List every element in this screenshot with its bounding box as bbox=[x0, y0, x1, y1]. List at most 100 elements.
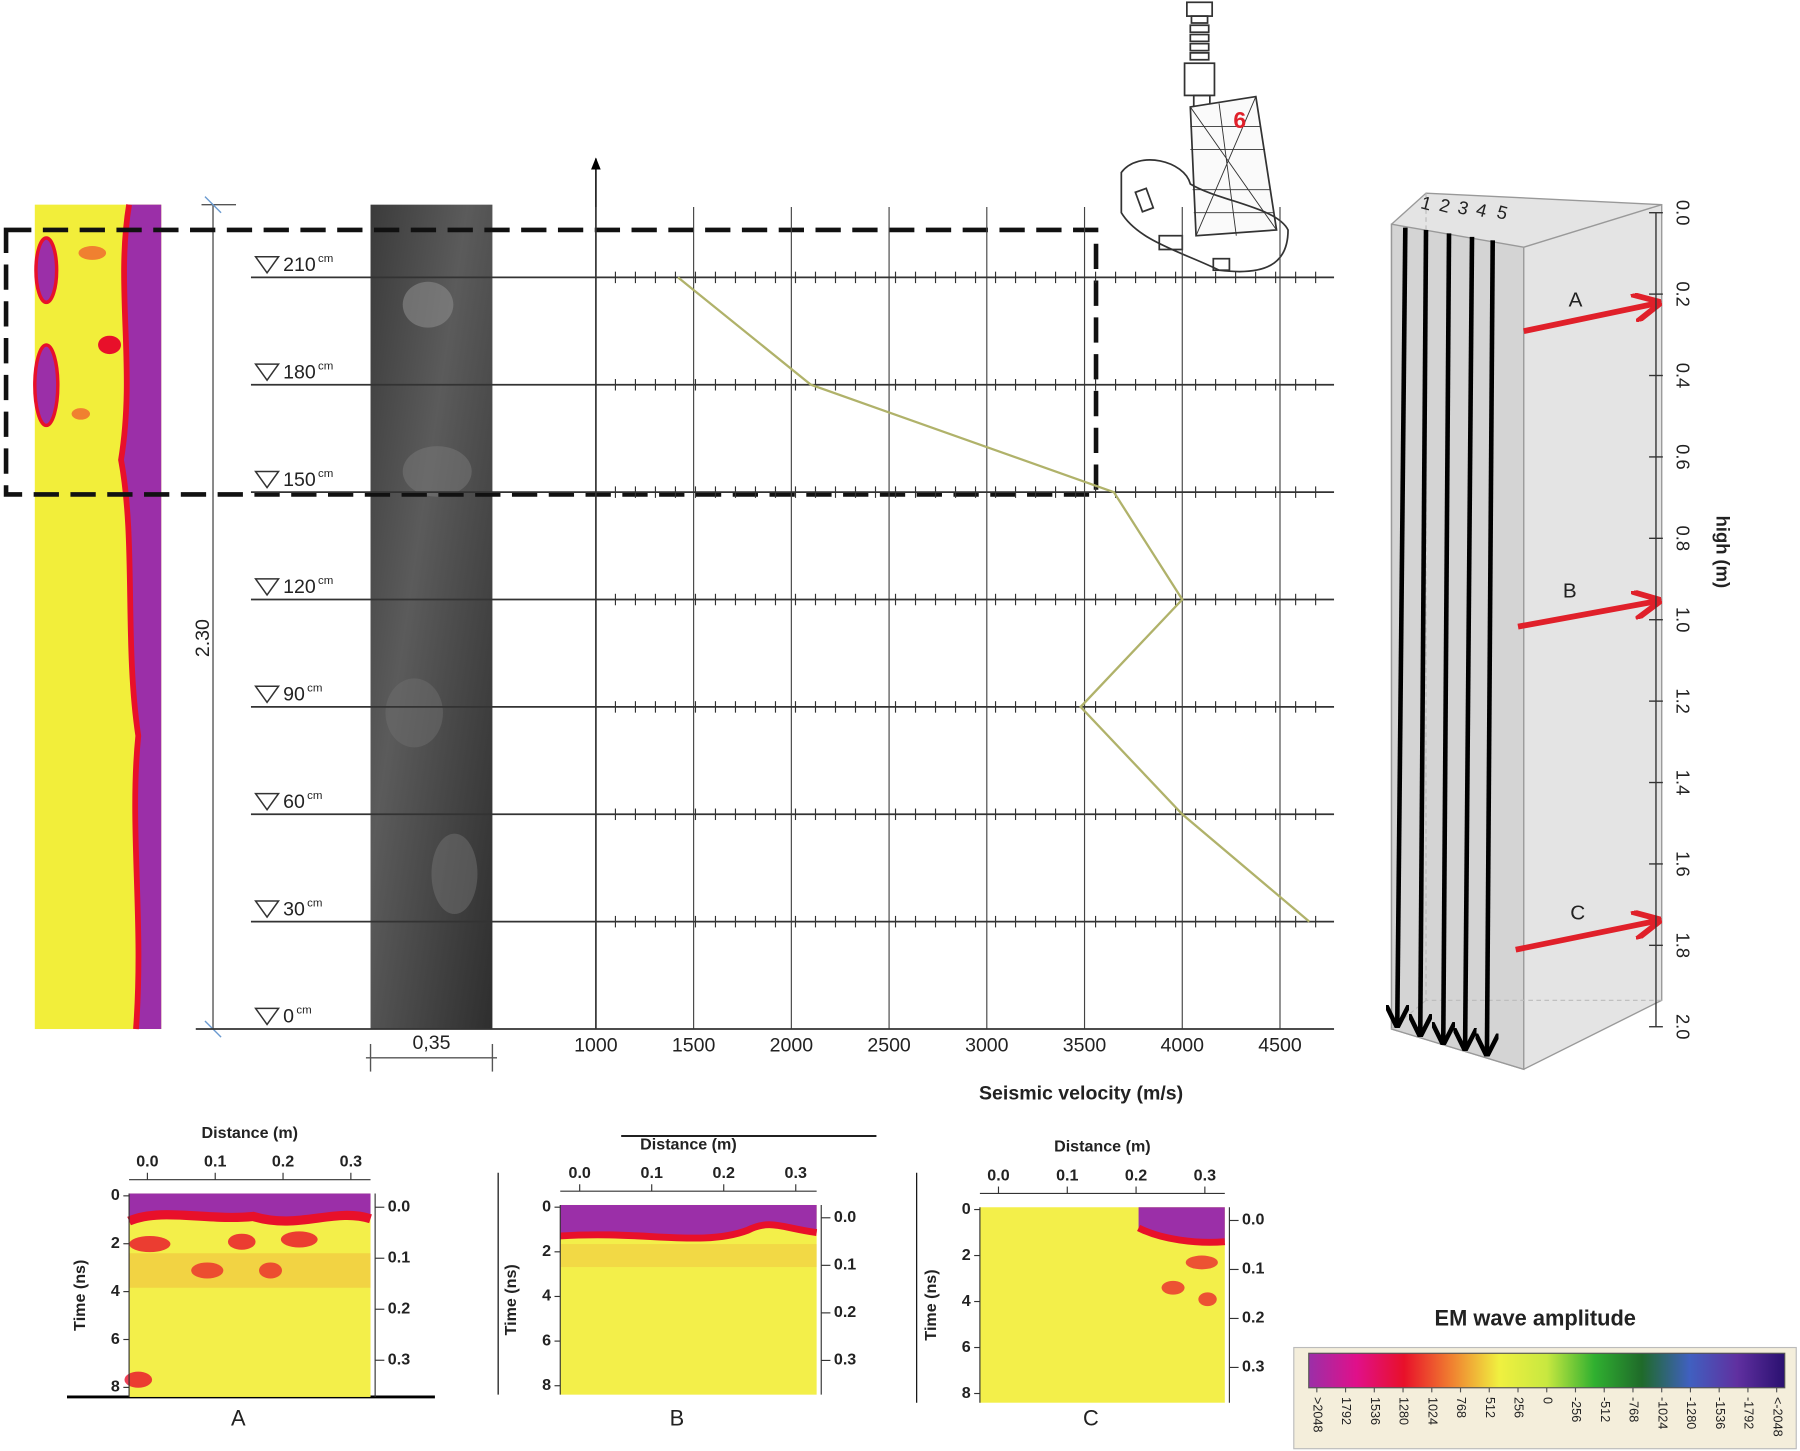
box-tick-label: 0.0 bbox=[1672, 200, 1693, 226]
y-tick-label: 2 bbox=[962, 1246, 971, 1264]
y-tick-label: 2 bbox=[542, 1242, 551, 1260]
box-tick-label: 1.0 bbox=[1672, 607, 1693, 633]
velocity-line bbox=[677, 276, 1311, 923]
y-unit: cm bbox=[307, 897, 322, 909]
x-tick-label: 0.3 bbox=[785, 1164, 807, 1182]
colorbar-label: 1024 bbox=[1425, 1397, 1439, 1425]
gpr-strip bbox=[33, 204, 162, 1030]
y-tick-label: 2 bbox=[111, 1234, 120, 1252]
x-axis-label: Distance (m) bbox=[202, 1124, 299, 1142]
box-tick-label: 0.2 bbox=[1672, 281, 1693, 307]
y2-tick-label: 0.3 bbox=[388, 1350, 410, 1368]
y-unit: cm bbox=[318, 575, 333, 587]
y-tick-label: 4 bbox=[111, 1282, 120, 1300]
depth-marker bbox=[254, 255, 281, 275]
depth-marker bbox=[254, 1007, 281, 1026]
y-tick-label: 210 bbox=[283, 254, 316, 276]
box-tick-label: 1.8 bbox=[1672, 933, 1693, 959]
y-tick-label: 6 bbox=[111, 1330, 120, 1348]
y-tick-label: 6 bbox=[542, 1331, 551, 1349]
x-tick-label: 1500 bbox=[672, 1034, 716, 1056]
x-tick-label: 0.3 bbox=[340, 1153, 362, 1171]
y-tick-label: 4 bbox=[962, 1292, 971, 1310]
structure-sketch bbox=[1120, 1, 1289, 273]
depth-marker bbox=[254, 578, 281, 597]
colorbar-label: -768 bbox=[1627, 1397, 1641, 1422]
y2-tick-label: 0.1 bbox=[1242, 1260, 1264, 1278]
colorbar-label: 1280 bbox=[1397, 1397, 1411, 1425]
y-tick-label: 0 bbox=[962, 1200, 971, 1218]
y-axis-label: Time (ns) bbox=[71, 1260, 89, 1331]
x-tick-label: 0.2 bbox=[713, 1164, 735, 1182]
box-3d bbox=[1390, 192, 1663, 1071]
radargram bbox=[979, 1207, 1226, 1403]
depth-marker bbox=[254, 900, 281, 919]
colorbar bbox=[1308, 1352, 1786, 1389]
y-tick-label: 120 bbox=[283, 576, 316, 598]
box-tick-label: 1.6 bbox=[1672, 851, 1693, 877]
panel-caption: B bbox=[670, 1406, 685, 1431]
y2-tick-label: 0.0 bbox=[834, 1208, 856, 1226]
y2-tick-label: 0.2 bbox=[388, 1299, 410, 1317]
colorbar-label: -1024 bbox=[1655, 1397, 1669, 1429]
x-tick-label: 0.3 bbox=[1194, 1166, 1216, 1184]
colorbar-label: -256 bbox=[1569, 1397, 1583, 1422]
x-tick-label: 0.0 bbox=[987, 1166, 1009, 1184]
y-tick-label: 6 bbox=[962, 1338, 971, 1356]
y-tick-label: 60 bbox=[283, 791, 305, 813]
box-tick-label: 1.4 bbox=[1672, 770, 1693, 796]
x-tick-label: 0.2 bbox=[1125, 1166, 1147, 1184]
colorbar-label: 0 bbox=[1540, 1397, 1554, 1404]
y-tick-label: 4 bbox=[542, 1287, 551, 1305]
colorbar-label: 1792 bbox=[1339, 1397, 1353, 1425]
x-axis-label: Distance (m) bbox=[640, 1135, 737, 1153]
colorbar-label: 256 bbox=[1512, 1397, 1526, 1418]
radargram bbox=[560, 1204, 818, 1395]
box-axis-label: high (m) bbox=[1713, 516, 1734, 588]
highlight-box bbox=[3, 227, 1099, 497]
y2-tick-label: 0.3 bbox=[834, 1351, 856, 1369]
y-tick-label: 0 bbox=[283, 1006, 294, 1028]
y-tick-label: 8 bbox=[962, 1384, 971, 1402]
y2-tick-label: 0.2 bbox=[834, 1303, 856, 1321]
x-tick-label: 4500 bbox=[1258, 1034, 1302, 1056]
colorbar-label: -512 bbox=[1598, 1397, 1612, 1422]
y2-tick-label: 0.2 bbox=[1242, 1309, 1264, 1327]
colorbar-label: 512 bbox=[1483, 1397, 1497, 1418]
y2-tick-label: 0.3 bbox=[1242, 1358, 1264, 1376]
arrow-label: C bbox=[1570, 902, 1585, 925]
scan-lines bbox=[1397, 227, 1492, 1052]
arrow-label: B bbox=[1563, 580, 1577, 603]
y-tick-label: 180 bbox=[283, 361, 316, 383]
y2-tick-label: 0.0 bbox=[1242, 1211, 1264, 1229]
column-photo bbox=[370, 204, 493, 1030]
y-tick-label: 8 bbox=[542, 1376, 551, 1394]
arrow-label: A bbox=[1569, 289, 1583, 312]
colorbar-label: -1792 bbox=[1742, 1397, 1756, 1429]
red-arrows bbox=[1515, 304, 1656, 953]
y-tick-label: 90 bbox=[283, 684, 305, 706]
y-tick-label: 0 bbox=[111, 1186, 120, 1204]
width-dimension: 0,35 bbox=[412, 1032, 450, 1054]
depth-marker bbox=[254, 792, 281, 811]
x-tick-label: 0.2 bbox=[272, 1153, 294, 1171]
box-tick-label: 0.8 bbox=[1672, 526, 1693, 552]
box-tick-label: 1.2 bbox=[1672, 688, 1693, 714]
colorbar-label: -1280 bbox=[1684, 1397, 1698, 1429]
colorbar-label: <-2048 bbox=[1770, 1397, 1784, 1437]
radargram bbox=[124, 1193, 372, 1397]
x-tick-label: 3500 bbox=[1063, 1034, 1107, 1056]
colorbar-label: 768 bbox=[1454, 1397, 1468, 1418]
height-dimension: 2.30 bbox=[192, 619, 214, 657]
colorbar-label: -1536 bbox=[1713, 1397, 1727, 1429]
depth-marker bbox=[254, 685, 281, 704]
y2-tick-label: 0.1 bbox=[388, 1248, 410, 1266]
panel-caption: A bbox=[231, 1406, 246, 1431]
x-tick-label: 0.0 bbox=[569, 1164, 591, 1182]
colorbar-title: EM wave amplitude bbox=[1435, 1306, 1636, 1331]
y-tick-label: 150 bbox=[283, 469, 316, 491]
y-unit: cm bbox=[318, 360, 333, 372]
x-tick-label: 2000 bbox=[770, 1034, 814, 1056]
colorbar-label: >2048 bbox=[1310, 1397, 1324, 1432]
x-axis-label: Distance (m) bbox=[1054, 1138, 1151, 1156]
